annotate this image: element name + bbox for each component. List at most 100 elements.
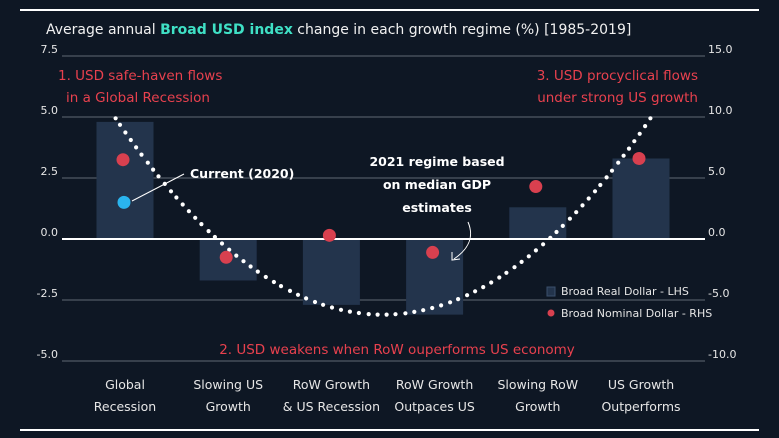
trend-curve-dot <box>519 259 524 264</box>
y-left-tick: 5.0 <box>41 104 59 117</box>
trend-curve-dot <box>567 216 573 221</box>
trend-curve-dot <box>186 209 191 214</box>
trend-curve-dot <box>234 253 239 258</box>
category-label: Growth <box>206 399 251 414</box>
category-label: Global <box>105 377 145 392</box>
trend-curve-dot <box>219 241 225 246</box>
dot-nominal-dollar <box>529 180 543 194</box>
trend-curve-dot <box>271 279 276 285</box>
category-label: Slowing RoW <box>497 377 578 392</box>
annotation-left-2: in a Global Recession <box>66 90 210 106</box>
y-right-tick: 5.0 <box>708 165 726 178</box>
trend-curve-dot <box>456 297 461 302</box>
trend-curve-dot <box>117 122 123 127</box>
trend-curve-dot <box>174 195 179 200</box>
trend-curve-dot <box>123 130 128 135</box>
trend-curve-dot <box>312 299 318 305</box>
trend-curve-dot <box>193 215 198 220</box>
trend-curve-dot <box>321 302 326 307</box>
legend-dot-swatch <box>547 309 555 317</box>
current-label: Current (2020) <box>190 166 294 181</box>
trend-curve-dot <box>347 309 352 314</box>
dot-nominal-dollar <box>426 245 440 259</box>
trend-curve-dot <box>338 307 344 312</box>
trend-curve-dot <box>329 305 335 310</box>
trend-curve-dot <box>295 292 301 297</box>
bar-real-dollar <box>96 121 154 239</box>
trend-curve-dot <box>304 296 309 301</box>
trend-curve-dot <box>497 275 502 280</box>
trend-curve-dot <box>206 229 211 234</box>
trend-curve-dot <box>626 146 632 151</box>
trend-curve-dot <box>504 270 509 275</box>
current-point-dot <box>117 195 131 209</box>
trend-curve-dot <box>366 312 371 317</box>
category-label: Recession <box>94 399 156 414</box>
category-label: US Growth <box>608 377 674 392</box>
trend-curve-dot <box>643 124 648 129</box>
trend-curve-dot <box>421 308 426 313</box>
trend-curve-dot <box>604 175 609 180</box>
trend-curve-dot <box>263 274 268 280</box>
trend-curve-dot <box>151 167 156 172</box>
current-leader-line <box>131 173 185 202</box>
trend-curve-dot <box>554 229 559 235</box>
legend-dot-label: Broad Nominal Dollar - RHS <box>561 307 712 320</box>
title-prefix: Average annual <box>46 22 161 38</box>
regime-note-line-1: 2021 regime based <box>369 154 504 169</box>
trend-curve-dot <box>616 160 621 165</box>
trend-curve-dot <box>560 223 565 228</box>
bar-real-dollar <box>302 239 360 305</box>
trend-curve-dot <box>384 312 389 317</box>
category-label: RoW Growth <box>293 377 370 392</box>
trend-curve-dot <box>168 189 174 194</box>
y-right-tick: 10.0 <box>708 104 733 117</box>
trend-curve-dot <box>145 160 150 165</box>
category-label: Slowing US <box>193 377 263 392</box>
bar-real-dollar <box>612 158 670 239</box>
category-label: Growth <box>515 399 560 414</box>
category-label: Outpaces US <box>394 399 474 414</box>
trend-curve-dot <box>481 285 486 290</box>
trend-curve-dot <box>356 310 361 316</box>
trend-curve-dot <box>574 210 579 215</box>
y-right-tick: -5.0 <box>708 287 729 300</box>
trend-curve-dot <box>278 284 284 289</box>
trend-curve-dot <box>180 202 185 207</box>
y-right-tick: -10.0 <box>708 348 736 361</box>
annotation-right-1: 3. USD procyclical flows <box>537 68 698 84</box>
trend-curve-dot <box>533 248 539 253</box>
trend-curve-dot <box>598 182 603 188</box>
trend-curve-dot <box>526 254 531 259</box>
y-right-tick: 15.0 <box>708 43 733 56</box>
trend-curve-dot <box>113 116 118 121</box>
y-right-tick: 0.0 <box>708 226 726 239</box>
trend-curve-dot <box>430 305 435 311</box>
trend-curve-dot <box>621 153 626 158</box>
trend-curve-dot <box>393 312 398 317</box>
category-label: RoW Growth <box>396 377 473 392</box>
annotation-left-1: 1. USD safe-haven flows <box>58 68 222 84</box>
regime-note-line-2: on median GDP <box>383 177 491 192</box>
y-left-tick: -5.0 <box>37 348 58 361</box>
trend-curve-dot <box>439 303 444 308</box>
regime-note-line-3: estimates <box>402 200 472 215</box>
annotation-bottom: 2. USD weakens when RoW ouperforms US ec… <box>219 342 575 358</box>
trend-curve-dot <box>139 152 144 157</box>
trend-curve-dot <box>586 196 591 201</box>
y-left-tick: -2.5 <box>37 287 58 300</box>
trend-curve-dot <box>248 264 253 269</box>
trend-curve-dot <box>128 137 133 143</box>
dot-nominal-dollar <box>322 228 336 242</box>
y-left-tick: 7.5 <box>41 43 59 56</box>
dot-nominal-dollar <box>116 153 130 167</box>
y-left-tick: 2.5 <box>41 165 59 178</box>
trend-curve-dot <box>465 293 470 298</box>
trend-curve-dot <box>241 259 246 264</box>
category-label: Outperforms <box>601 399 680 414</box>
legend-bar-label: Broad Real Dollar - LHS <box>561 285 689 298</box>
trend-curve-dot <box>199 222 204 227</box>
trend-curve-dot <box>541 242 546 247</box>
trend-curve-dot <box>403 311 408 316</box>
